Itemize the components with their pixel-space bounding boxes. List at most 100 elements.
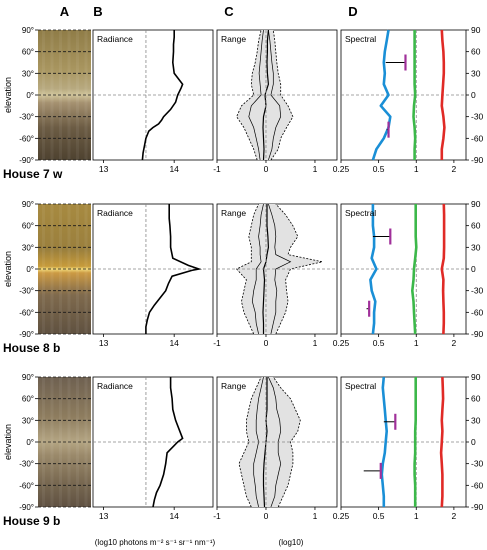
range-q25-line [248, 29, 264, 161]
elevation-tick-label: 60° [22, 395, 34, 404]
right-axis-tick-label: -60 [471, 133, 484, 143]
spectral-green-line [411, 204, 418, 335]
spectral-title: Spectral [345, 381, 376, 391]
range-min-line [238, 376, 262, 508]
elevation-tick-label: -30° [19, 287, 34, 296]
radiance-x-tick-label: 14 [169, 164, 179, 174]
range-x-tick-label: 0 [264, 511, 269, 521]
image-texture [50, 30, 54, 160]
right-axis-tick-label: -60 [471, 307, 484, 317]
elevation-tick-label: -30° [19, 460, 34, 469]
spectral-blue-line [369, 204, 378, 335]
right-axis-tick-label: 90 [471, 199, 481, 209]
panel-letter-c: C [224, 4, 234, 19]
spectral-x-tick-label: 0.5 [373, 511, 385, 521]
spectral-x-tick-label: 2 [452, 338, 457, 348]
range-x-tick-label: 0 [264, 164, 269, 174]
spectral-red-line [439, 376, 445, 508]
spectral-blue-line [371, 29, 392, 161]
spectral-x-tick-label: 0.5 [373, 338, 385, 348]
range-title: Range [221, 34, 246, 44]
radiance-title: Radiance [97, 34, 133, 44]
spectral-green-line [413, 377, 417, 507]
spectral-blue-line [380, 376, 388, 507]
row-1: 90° 60° 30° 0° -30° -60° -90° elevation House 7 … [3, 25, 484, 181]
house-label: House 7 w [3, 167, 63, 181]
elevation-tick-label: -60° [19, 481, 34, 490]
right-axis-tick-label: 60 [471, 394, 481, 404]
right-axis-tick-label: 60 [471, 47, 481, 57]
range-median-line [262, 204, 270, 334]
spectral-x-tick-label: 0.25 [333, 164, 350, 174]
elevation-tick-label: 90° [22, 26, 34, 35]
radiance-x-tick-label: 13 [99, 511, 109, 521]
range-min-line [236, 29, 262, 161]
spectral-x-tick-label: 2 [452, 164, 457, 174]
right-axis-tick-label: 90 [471, 372, 481, 382]
house-label: House 8 b [3, 341, 60, 355]
right-axis-tick-label: 30 [471, 415, 481, 425]
elevation-axis-label: elevation [3, 251, 13, 287]
range-max-line [272, 376, 301, 508]
spectral-title: Spectral [345, 34, 376, 44]
radiance-line [145, 204, 202, 334]
spectral-red-line [440, 29, 446, 160]
right-axis-tick-label: -30 [471, 459, 484, 469]
spectral-x-tick-label: 1 [414, 164, 419, 174]
range-title: Range [221, 381, 246, 391]
elevation-tick-label: 90° [22, 373, 34, 382]
elevation-tick-label: 30° [22, 69, 34, 78]
radiance-title: Radiance [97, 381, 133, 391]
image-texture [50, 204, 54, 334]
right-axis-tick-label: 0 [471, 437, 476, 447]
radiance-x-tick-label: 14 [169, 338, 179, 348]
right-axis-tick-label: 90 [471, 25, 481, 35]
elevation-tick-label: 0° [26, 438, 34, 447]
spectral-x-tick-label: 0.5 [373, 164, 385, 174]
right-axis-tick-label: -30 [471, 286, 484, 296]
right-axis-tick-label: -90 [471, 155, 484, 165]
range-q75-line [268, 203, 292, 335]
range-max-line [275, 203, 323, 335]
spectral-x-tick-label: 0.25 [333, 338, 350, 348]
row-3: 90° 60° 30° 0° -30° -60° -90° elevation House 9 … [3, 372, 484, 528]
spectral-x-tick-label: 1 [414, 338, 419, 348]
spectral-red-line [440, 203, 446, 335]
elevation-tick-label: 30° [22, 416, 34, 425]
right-axis-tick-label: -30 [471, 112, 484, 122]
range-title: Range [221, 208, 246, 218]
radiance-x-axis-label: (log10 photons m⁻² s⁻¹ sr⁻¹ nm⁻¹) [95, 538, 216, 547]
image-texture [76, 377, 79, 507]
right-axis-tick-label: 30 [471, 68, 481, 78]
elevation-tick-label: -90° [19, 156, 34, 165]
right-axis-tick-label: 60 [471, 221, 481, 231]
radiance-x-tick-label: 13 [99, 164, 109, 174]
elevation-tick-label: -90° [19, 503, 34, 512]
image-texture [76, 204, 79, 334]
range-q75-line [268, 29, 282, 161]
radiance-x-tick-label: 14 [169, 511, 179, 521]
elevation-tick-label: -60° [19, 134, 34, 143]
elevation-tick-label: 60° [22, 222, 34, 231]
right-axis-tick-label: 30 [471, 242, 481, 252]
range-x-axis-label: (log10) [279, 538, 304, 547]
range-x-tick-label: 1 [313, 164, 318, 174]
elevation-tick-label: 90° [22, 200, 34, 209]
house-label: House 9 b [3, 514, 60, 528]
spectral-x-tick-label: 2 [452, 511, 457, 521]
elevation-tick-label: 0° [26, 265, 34, 274]
right-axis-tick-label: -60 [471, 480, 484, 490]
right-axis-tick-label: 0 [471, 264, 476, 274]
elevation-tick-label: 60° [22, 48, 34, 57]
radiance-line [141, 30, 184, 161]
elevation-axis-label: elevation [3, 77, 13, 113]
elevation-tick-label: -90° [19, 330, 34, 339]
range-x-tick-label: 1 [313, 338, 318, 348]
spectral-x-tick-label: 1 [414, 511, 419, 521]
radiance-x-tick-label: 13 [99, 338, 109, 348]
range-max-line [270, 29, 294, 161]
image-texture [50, 377, 54, 507]
row-2: 90° 60° 30° 0° -30° -60° -90° elevation House 8 … [3, 199, 484, 355]
panel-letter-d: D [348, 4, 357, 19]
